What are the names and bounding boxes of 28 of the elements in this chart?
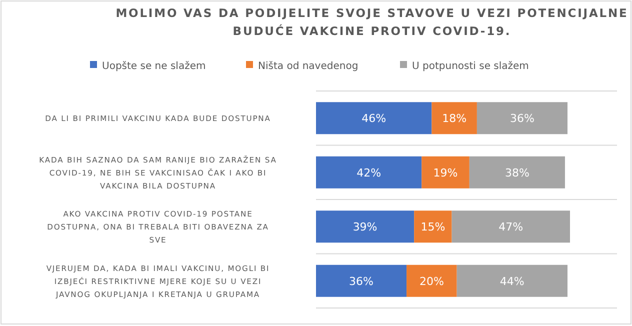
data-label: 20% [419,274,444,288]
bar [422,156,470,188]
bar [316,156,422,188]
data-label: 19% [433,166,458,180]
bar [456,264,568,297]
bar [452,210,570,243]
bar [476,102,568,134]
bar [316,210,414,243]
legend-label: Uopšte se ne slažem [102,61,206,72]
data-label: 42% [356,166,382,180]
bar [316,102,432,134]
bar [316,264,407,297]
data-label: 47% [498,220,524,234]
bar [432,102,477,134]
data-label: 38% [504,166,530,180]
legend-label: U potpunosti se slažem [412,61,529,72]
data-label: 39% [352,220,378,234]
data-label: 15% [420,220,446,234]
data-label: 36% [349,274,374,288]
data-label: 44% [500,274,524,288]
data-label: 36% [510,112,534,126]
chart-title: MOLIMO VAS DA PODIJELITE SVOJE STAVOVE U VEZI POTENCIJALNE BUDUĆE VAKCINE PROTIV COVID-19. [116,6,628,38]
bar [469,156,565,188]
data-label: 18% [442,112,467,126]
data-label: 46% [362,112,386,126]
bar [406,264,457,297]
legend-label: Ništa od navedenog [258,61,358,72]
bar [414,210,452,243]
